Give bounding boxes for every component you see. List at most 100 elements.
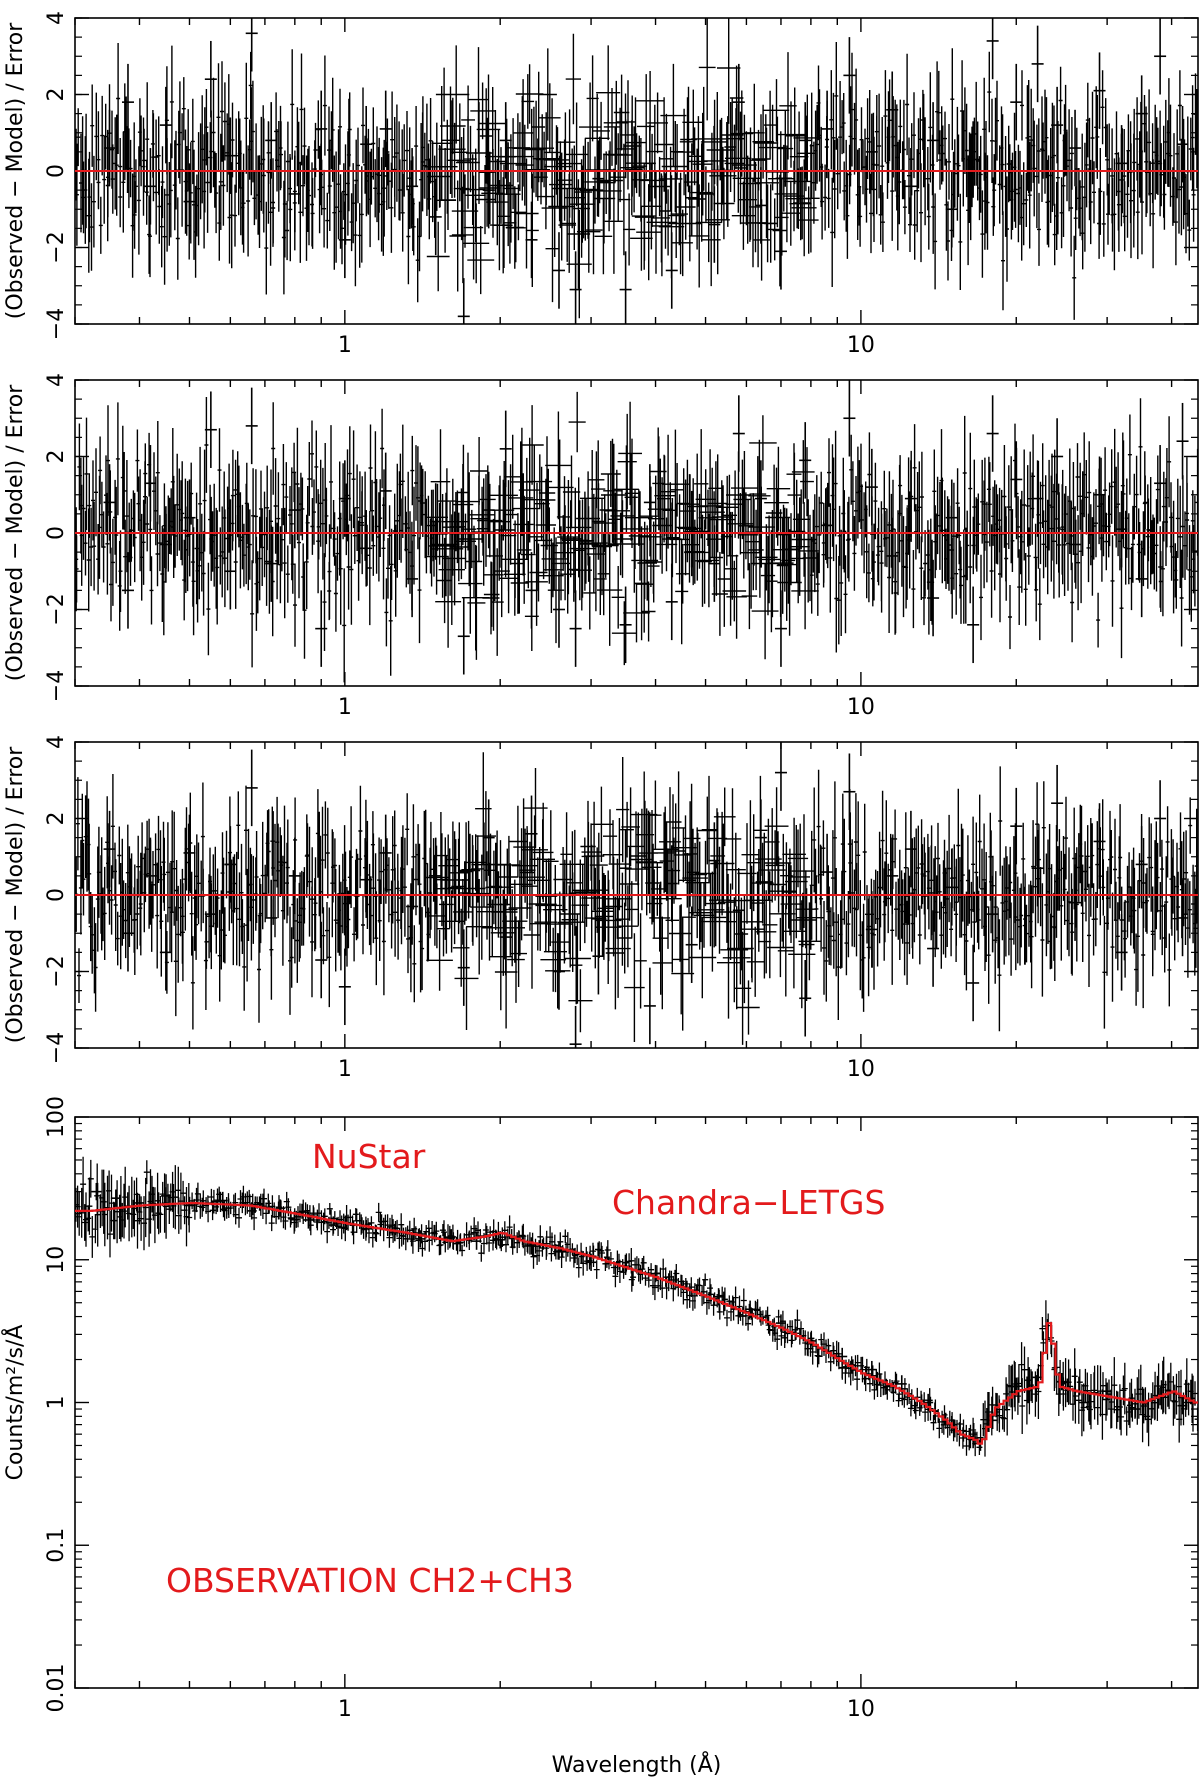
data-point <box>1031 829 1044 907</box>
data-point <box>1115 490 1128 568</box>
data-point <box>1010 441 1023 518</box>
data-point <box>799 102 812 179</box>
residual-cloud <box>75 18 1198 324</box>
data-point <box>843 37 856 114</box>
data-point <box>592 483 605 560</box>
data-point <box>406 148 419 225</box>
observed-point <box>775 1314 786 1332</box>
data-point <box>1176 402 1189 480</box>
data-point <box>121 552 134 629</box>
data-point <box>774 213 787 290</box>
data-point <box>159 86 172 164</box>
data-point <box>569 251 582 324</box>
data-point <box>144 445 157 522</box>
data-point <box>315 90 328 168</box>
observed-point <box>1130 1400 1141 1418</box>
data-point <box>865 113 878 191</box>
data-point <box>245 749 258 827</box>
y-tick-label: 0.1 <box>44 1528 69 1563</box>
y-tick-label: 2 <box>44 450 69 464</box>
data-point <box>754 460 767 537</box>
data-point <box>732 63 745 141</box>
data-point <box>904 148 917 225</box>
data-point <box>1135 826 1148 903</box>
data-point <box>265 525 278 602</box>
annotation-nustar: NuStar <box>312 1137 426 1176</box>
data-point <box>1051 418 1064 495</box>
data-point <box>1135 75 1148 152</box>
observed-point <box>896 1375 907 1393</box>
data-point <box>457 278 470 324</box>
data-point <box>754 167 767 244</box>
y-tick-label: 1 <box>44 1396 69 1410</box>
y-tick-label: 0 <box>44 888 69 902</box>
x-axis-label: Wavelength (Å) <box>552 1751 722 1778</box>
observed-point <box>866 1360 877 1379</box>
data-point <box>288 471 301 549</box>
y-axis-label: Counts/m²/s/Å <box>1 1325 28 1481</box>
data-point <box>315 921 328 999</box>
y-tick-label: −2 <box>44 593 69 625</box>
data-point <box>525 552 538 629</box>
data-point <box>183 814 196 892</box>
x-tick-label: 1 <box>338 695 352 720</box>
observed-point <box>303 1211 314 1229</box>
data-point <box>1031 25 1044 103</box>
data-point <box>1051 86 1064 164</box>
data-point <box>592 917 605 995</box>
data-point <box>967 121 980 198</box>
data-point <box>685 906 698 983</box>
data-point <box>967 586 980 664</box>
data-point <box>1093 52 1106 129</box>
data-point <box>121 895 134 972</box>
data-point <box>103 109 116 187</box>
observed-point <box>1177 1397 1188 1415</box>
y-tick-label: −2 <box>44 231 69 263</box>
data-point <box>619 829 632 907</box>
observed-point <box>471 1232 482 1250</box>
y-tick-label: 4 <box>44 735 69 749</box>
observed-point <box>361 1220 372 1238</box>
data-point <box>379 452 392 530</box>
data-point <box>1093 803 1106 880</box>
y-tick-label: −4 <box>44 308 69 340</box>
data-point <box>986 18 999 80</box>
data-point <box>569 1005 582 1048</box>
data-point <box>224 533 237 610</box>
y-axis-label: (Observed − Model) / Error <box>3 384 28 681</box>
observed-point <box>415 1230 426 1248</box>
data-point <box>159 914 172 991</box>
observed-point <box>134 1194 145 1212</box>
data-point <box>1010 63 1023 141</box>
data-point <box>429 837 442 915</box>
data-point <box>945 479 958 556</box>
data-point <box>904 810 917 888</box>
data-point <box>525 201 538 279</box>
data-point <box>986 875 999 953</box>
data-point <box>379 814 392 892</box>
data-point <box>499 102 512 179</box>
data-point <box>799 422 812 499</box>
data-point <box>204 40 217 118</box>
data-point <box>204 391 217 468</box>
data-point <box>665 563 678 641</box>
data-point <box>665 232 678 309</box>
observed-point <box>837 1347 848 1366</box>
data-point <box>482 799 495 876</box>
data-point <box>338 948 351 1026</box>
residual-errorbars <box>75 391 1198 683</box>
x-tick-label: 10 <box>847 1697 875 1722</box>
y-tick-label: 10 <box>44 1246 69 1274</box>
x-tick-label: 1 <box>338 333 352 358</box>
data-point <box>708 525 721 602</box>
residual-panel-2: −4 −2 0 2 4 1 10 (Observed − Model) / Error <box>3 373 1199 720</box>
y-tick-label: 0.01 <box>44 1664 69 1713</box>
residual-cloud <box>75 742 1198 1048</box>
data-point <box>360 510 373 587</box>
observed-point <box>1078 1393 1089 1412</box>
data-point <box>429 483 442 560</box>
data-point <box>945 849 958 926</box>
data-point <box>904 460 917 537</box>
data-point <box>406 868 419 945</box>
data-point <box>865 891 878 968</box>
